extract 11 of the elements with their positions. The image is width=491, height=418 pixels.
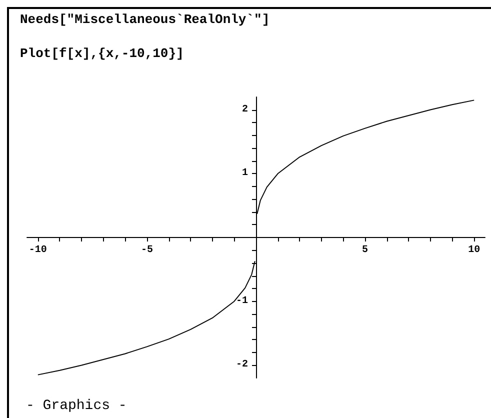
y-tick-label: -2: [236, 360, 248, 371]
text: - Graphics -: [26, 398, 127, 414]
x-tick-label: -5: [140, 245, 153, 256]
y-tick-label: 1: [242, 168, 248, 180]
x-tick-label: -10: [28, 245, 47, 256]
x-tick-label: 10: [468, 245, 480, 256]
chart-title: Needs["Miscellaneous`RealOnly`"]: [20, 12, 270, 27]
y-tick-label: -1: [236, 296, 248, 307]
chart-subtitle: Plot[f[x],{x,-10,10}]: [20, 46, 184, 61]
y-tick-label: 2: [242, 104, 248, 116]
x-tick-label: 5: [362, 245, 368, 256]
